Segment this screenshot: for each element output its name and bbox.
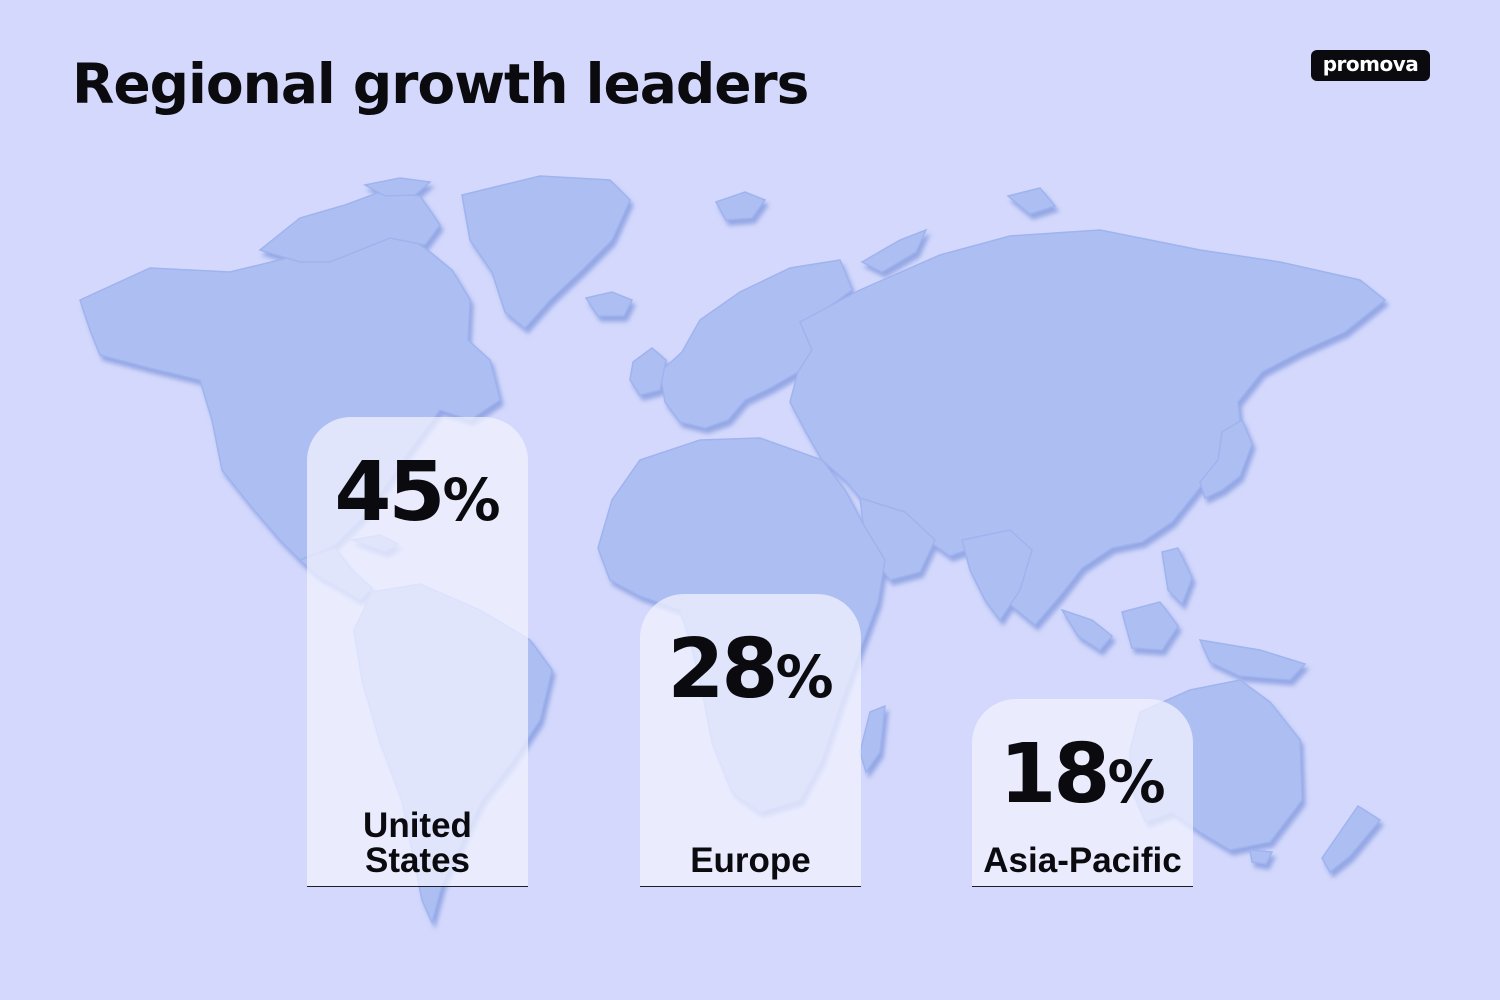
bar-value-unit: %	[775, 643, 834, 711]
arctic-russia-islands-shape	[860, 228, 928, 273]
bar-value-label: 28%	[640, 622, 861, 717]
tasmania-shape	[1249, 849, 1274, 865]
philippines-shape	[1161, 547, 1193, 606]
india-shape	[961, 529, 1033, 622]
japan-shape	[1199, 418, 1253, 500]
arctic-island-small-shape	[362, 177, 432, 197]
bar-value-number: 28	[667, 622, 778, 717]
brand-logo: promova	[1311, 50, 1430, 81]
page-title: Regional growth leaders	[72, 52, 809, 116]
bar-category-label: United States	[307, 808, 528, 878]
bar-category-label-line: States	[364, 841, 471, 880]
bar-category-label-line: Europe	[690, 841, 811, 880]
madagascar-shape	[859, 704, 886, 774]
bar-category-label: Europe	[640, 843, 861, 878]
bar-value-number: 45	[334, 445, 445, 540]
new-guinea-shape	[1198, 639, 1307, 681]
borneo-shape	[1121, 601, 1179, 651]
bar-value-label: 18%	[972, 727, 1193, 822]
british-isles-shape	[629, 347, 667, 396]
asia-shape	[789, 229, 1387, 627]
southeast-asia-islands-shape	[1060, 608, 1114, 651]
svalbard-shape	[714, 191, 767, 221]
arctic-islands-shape	[258, 191, 441, 263]
bar-category-label-line: United	[363, 806, 472, 845]
greenland-shape	[461, 175, 631, 330]
bar-value-number: 18	[999, 727, 1110, 822]
bar-value-unit: %	[1107, 748, 1166, 816]
new-zealand-shape	[1321, 804, 1382, 874]
arctic-russia-small-shape	[1006, 187, 1057, 215]
bar-united-states: 45% United States	[307, 417, 528, 887]
bar-category-label: Asia-Pacific	[972, 843, 1193, 878]
bar-europe: 28% Europe	[640, 594, 861, 887]
bar-value-label: 45%	[307, 445, 528, 540]
europe-shape	[659, 259, 853, 429]
bar-asia-pacific: 18% Asia-Pacific	[972, 699, 1193, 887]
bar-value-unit: %	[442, 466, 501, 534]
iceland-shape	[584, 291, 634, 317]
bar-category-label-line: Asia-Pacific	[983, 841, 1182, 880]
